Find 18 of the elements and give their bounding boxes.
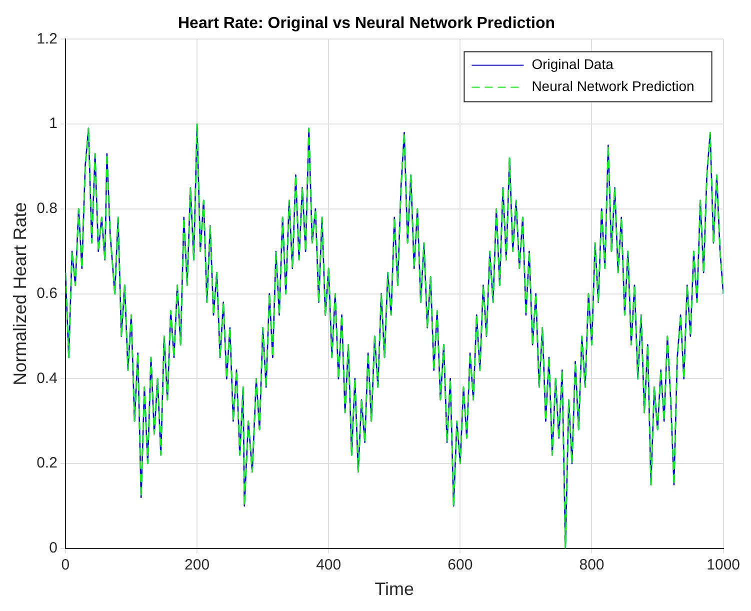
x-tick-label: 200 bbox=[184, 556, 210, 574]
legend-label: Original Data bbox=[532, 56, 614, 72]
y-tick-label: 1.2 bbox=[36, 30, 58, 48]
y-tick-label: 0.4 bbox=[36, 370, 58, 387]
y-tick-label: 0.8 bbox=[36, 200, 58, 218]
y-tick-label: 0 bbox=[49, 540, 58, 557]
x-tick-label: 800 bbox=[579, 556, 604, 574]
y-axis-title: Normalized Heart Rate bbox=[10, 202, 30, 386]
y-tick-label: 0.2 bbox=[36, 454, 58, 472]
y-tick-label: 0.6 bbox=[36, 284, 58, 302]
y-tick-label: 1 bbox=[49, 115, 58, 132]
x-tick-label: 0 bbox=[61, 556, 70, 574]
x-tick-label: 600 bbox=[448, 556, 473, 574]
x-axis-title: Time bbox=[374, 579, 414, 600]
chart-title: Heart Rate: Original vs Neural Network Prediction bbox=[178, 15, 555, 32]
legend-label: Neural Network Prediction bbox=[532, 78, 694, 94]
x-tick-label: 400 bbox=[316, 556, 342, 574]
x-tick-label: 1000 bbox=[706, 556, 740, 574]
